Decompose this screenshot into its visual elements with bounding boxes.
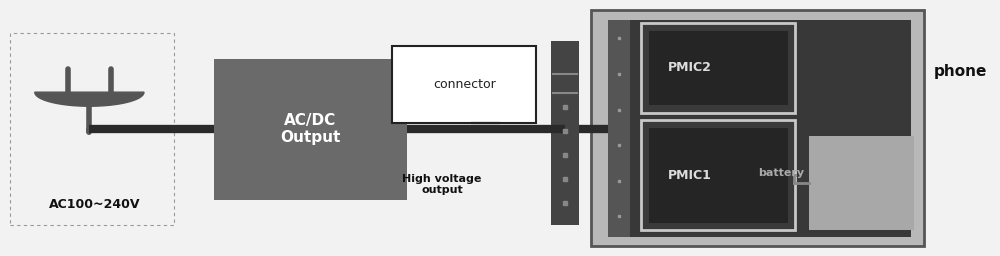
Bar xyxy=(809,136,914,230)
Bar xyxy=(608,20,911,237)
Bar xyxy=(214,59,407,200)
Text: AC100~240V: AC100~240V xyxy=(49,198,140,211)
Polygon shape xyxy=(35,92,144,106)
Bar xyxy=(649,128,788,223)
Bar xyxy=(551,41,579,225)
Bar xyxy=(591,10,924,246)
Text: PMIC2: PMIC2 xyxy=(668,61,712,74)
Text: battery: battery xyxy=(758,168,804,178)
Bar xyxy=(641,120,795,230)
Text: connector: connector xyxy=(433,78,496,91)
Text: PMIC1: PMIC1 xyxy=(668,169,712,182)
Bar xyxy=(10,33,174,225)
Text: phone: phone xyxy=(934,64,987,79)
Bar xyxy=(649,31,788,105)
Bar xyxy=(392,46,536,123)
Bar xyxy=(608,20,630,237)
Bar xyxy=(641,23,795,113)
Text: AC/DC
Output: AC/DC Output xyxy=(280,113,341,145)
Text: High voltage
output: High voltage output xyxy=(402,174,482,195)
